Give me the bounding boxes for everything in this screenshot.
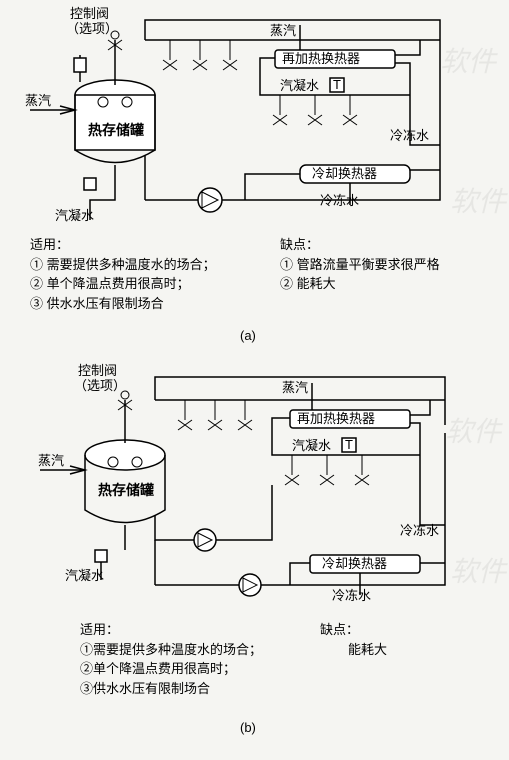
ctrl-valve-a: 控制阀 <box>70 6 109 21</box>
cons-a: 缺点： ① 管路流量平衡要求很严格 ② 能耗大 <box>280 235 480 294</box>
sub-a: (a) <box>240 328 256 343</box>
chilled-right: 冷冻水 <box>390 128 429 143</box>
steam-label-left: 蒸汽 <box>25 93 51 108</box>
cooler-b: 冷却换热器 <box>322 556 387 571</box>
steam-top: 蒸汽 <box>270 23 296 38</box>
cons-title-a: 缺点： <box>280 235 480 255</box>
branch-valves-top <box>163 40 237 70</box>
condensate-left: 汽凝水 <box>55 208 94 223</box>
branch-valves-mid <box>273 95 357 125</box>
reheater-b: 再加热换热器 <box>297 411 375 426</box>
apply-title-a: 适用： <box>30 235 250 255</box>
cond-b: 汽凝水 <box>292 438 331 453</box>
apply-b: 适用： ①需要提供多种温度水的场合； ②单个降温点费用很高时； ③供水水压有限制… <box>80 620 300 698</box>
cons-b: 缺点： 能耗大 <box>320 620 480 659</box>
tank-b: 热存储罐 <box>98 482 154 498</box>
steam-top-b: 蒸汽 <box>282 380 308 395</box>
diagram-a: 热存储罐 蒸汽 汽凝水 控制阀 （选项） 蒸汽 再加热换热器 汽凝水 T 冷冻水 <box>0 0 509 230</box>
cooler-a: 冷却换热器 <box>312 166 377 181</box>
steam-b: 蒸汽 <box>38 453 64 468</box>
condensate-mid: 汽凝水 <box>280 78 319 93</box>
T-a: T <box>333 77 341 92</box>
apply-a: 适用： ① 需要提供多种温度水的场合； ② 单个降温点费用很高时； ③ 供水水压… <box>30 235 250 313</box>
reheater-a: 再加热换热器 <box>282 51 360 66</box>
chilled-bot-b: 冷冻水 <box>332 588 371 603</box>
chilled-bot: 冷冻水 <box>320 193 359 208</box>
opt-b: （选项） <box>74 378 126 393</box>
ctrl-b: 控制阀 <box>78 363 117 378</box>
optional-a: （选项） <box>66 21 118 36</box>
tank-label: 热存储罐 <box>88 122 144 138</box>
cond-left-b: 汽凝水 <box>65 568 104 583</box>
sub-b: (b) <box>240 720 256 735</box>
T-b: T <box>345 437 353 452</box>
diagram-b: 热存储罐 蒸汽 控制阀 （选项） 蒸汽 再加热换热器 汽凝水 T 汽凝水 冷却换… <box>0 355 509 615</box>
